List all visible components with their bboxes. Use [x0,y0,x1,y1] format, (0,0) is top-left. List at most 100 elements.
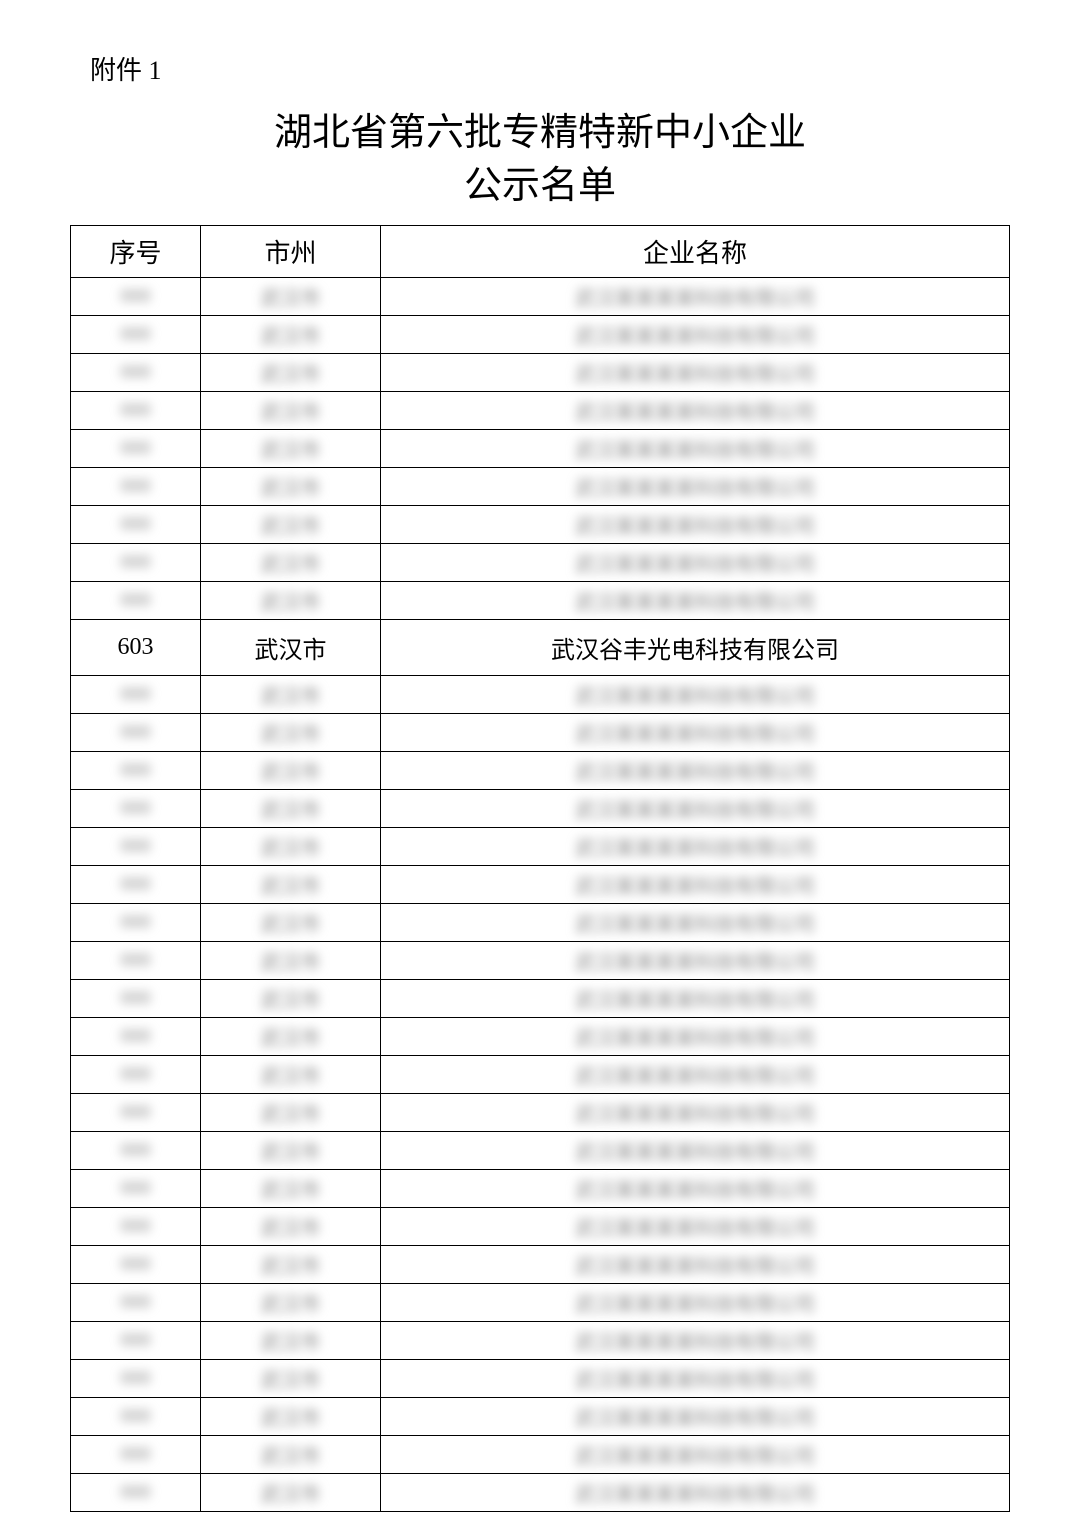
table-row-blurred: 000武汉市武汉某某某某科技有限公司 [71,430,1010,468]
table-row-blurred: 000武汉市武汉某某某某科技有限公司 [71,1056,1010,1094]
cell-city-blurred: 武汉市 [201,1246,381,1284]
cell-city-blurred: 武汉市 [201,1170,381,1208]
table-row-blurred: 000武汉市武汉某某某某科技有限公司 [71,468,1010,506]
cell-company-blurred: 武汉某某某某科技有限公司 [381,1208,1010,1246]
table-row-blurred: 000武汉市武汉某某某某科技有限公司 [71,1474,1010,1512]
table-row-blurred: 000武汉市武汉某某某某科技有限公司 [71,1018,1010,1056]
cell-index-blurred: 000 [71,676,201,714]
cell-index-blurred: 000 [71,1284,201,1322]
cell-company-blurred: 武汉某某某某科技有限公司 [381,866,1010,904]
cell-index-blurred: 000 [71,1322,201,1360]
table-row-blurred: 000武汉市武汉某某某某科技有限公司 [71,1360,1010,1398]
cell-index: 603 [71,620,201,676]
cell-company: 武汉谷丰光电科技有限公司 [381,620,1010,676]
table-row-blurred: 000武汉市武汉某某某某科技有限公司 [71,1436,1010,1474]
cell-index-blurred: 000 [71,544,201,582]
table-row-blurred: 000武汉市武汉某某某某科技有限公司 [71,1246,1010,1284]
table-row-blurred: 000武汉市武汉某某某某科技有限公司 [71,980,1010,1018]
table-row-highlight: 603武汉市武汉谷丰光电科技有限公司 [71,620,1010,676]
cell-index-blurred: 000 [71,752,201,790]
table-row-blurred: 000武汉市武汉某某某某科技有限公司 [71,1284,1010,1322]
table-row-blurred: 000武汉市武汉某某某某科技有限公司 [71,1170,1010,1208]
cell-company-blurred: 武汉某某某某科技有限公司 [381,544,1010,582]
table-row-blurred: 000武汉市武汉某某某某科技有限公司 [71,544,1010,582]
cell-index-blurred: 000 [71,1360,201,1398]
cell-index-blurred: 000 [71,1436,201,1474]
table-row-blurred: 000武汉市武汉某某某某科技有限公司 [71,1132,1010,1170]
cell-city-blurred: 武汉市 [201,1284,381,1322]
cell-company-blurred: 武汉某某某某科技有限公司 [381,1246,1010,1284]
cell-index-blurred: 000 [71,468,201,506]
cell-city-blurred: 武汉市 [201,1056,381,1094]
cell-index-blurred: 000 [71,1208,201,1246]
company-table: 序号 市州 企业名称 000武汉市武汉某某某某科技有限公司000武汉市武汉某某某… [70,225,1010,1512]
cell-index-blurred: 000 [71,942,201,980]
cell-city-blurred: 武汉市 [201,980,381,1018]
table-row-blurred: 000武汉市武汉某某某某科技有限公司 [71,278,1010,316]
cell-city-blurred: 武汉市 [201,1474,381,1512]
table-row-blurred: 000武汉市武汉某某某某科技有限公司 [71,866,1010,904]
cell-index-blurred: 000 [71,1056,201,1094]
cell-company-blurred: 武汉某某某某科技有限公司 [381,430,1010,468]
cell-index-blurred: 000 [71,354,201,392]
cell-city-blurred: 武汉市 [201,468,381,506]
title-line-1: 湖北省第六批专精特新中小企业 [274,112,806,154]
cell-company-blurred: 武汉某某某某科技有限公司 [381,1284,1010,1322]
cell-city-blurred: 武汉市 [201,430,381,468]
cell-city-blurred: 武汉市 [201,904,381,942]
cell-city-blurred: 武汉市 [201,354,381,392]
header-index: 序号 [71,226,201,278]
cell-city-blurred: 武汉市 [201,1360,381,1398]
cell-index-blurred: 000 [71,506,201,544]
title-line-2: 公示名单 [464,165,616,207]
cell-company-blurred: 武汉某某某某科技有限公司 [381,904,1010,942]
cell-company-blurred: 武汉某某某某科技有限公司 [381,392,1010,430]
cell-index-blurred: 000 [71,1170,201,1208]
cell-city-blurred: 武汉市 [201,1436,381,1474]
cell-company-blurred: 武汉某某某某科技有限公司 [381,468,1010,506]
table-row-blurred: 000武汉市武汉某某某某科技有限公司 [71,1094,1010,1132]
table-row-blurred: 000武汉市武汉某某某某科技有限公司 [71,392,1010,430]
header-company: 企业名称 [381,226,1010,278]
cell-city-blurred: 武汉市 [201,1094,381,1132]
table-row-blurred: 000武汉市武汉某某某某科技有限公司 [71,904,1010,942]
cell-index-blurred: 000 [71,278,201,316]
cell-index-blurred: 000 [71,1398,201,1436]
cell-index-blurred: 000 [71,1094,201,1132]
cell-index-blurred: 000 [71,714,201,752]
attachment-label: 附件 1 [90,50,1010,87]
table-row-blurred: 000武汉市武汉某某某某科技有限公司 [71,1398,1010,1436]
cell-company-blurred: 武汉某某某某科技有限公司 [381,354,1010,392]
cell-company-blurred: 武汉某某某某科技有限公司 [381,790,1010,828]
table-row-blurred: 000武汉市武汉某某某某科技有限公司 [71,790,1010,828]
cell-company-blurred: 武汉某某某某科技有限公司 [381,1436,1010,1474]
cell-city-blurred: 武汉市 [201,582,381,620]
cell-city-blurred: 武汉市 [201,1208,381,1246]
cell-city-blurred: 武汉市 [201,1322,381,1360]
cell-index-blurred: 000 [71,1474,201,1512]
cell-city-blurred: 武汉市 [201,828,381,866]
cell-index-blurred: 000 [71,1132,201,1170]
cell-index-blurred: 000 [71,392,201,430]
cell-city-blurred: 武汉市 [201,1398,381,1436]
cell-company-blurred: 武汉某某某某科技有限公司 [381,942,1010,980]
cell-index-blurred: 000 [71,904,201,942]
cell-company-blurred: 武汉某某某某科技有限公司 [381,1360,1010,1398]
cell-company-blurred: 武汉某某某某科技有限公司 [381,752,1010,790]
cell-city-blurred: 武汉市 [201,866,381,904]
cell-company-blurred: 武汉某某某某科技有限公司 [381,1056,1010,1094]
table-row-blurred: 000武汉市武汉某某某某科技有限公司 [71,582,1010,620]
table-row-blurred: 000武汉市武汉某某某某科技有限公司 [71,1208,1010,1246]
cell-company-blurred: 武汉某某某某科技有限公司 [381,582,1010,620]
table-row-blurred: 000武汉市武汉某某某某科技有限公司 [71,354,1010,392]
cell-company-blurred: 武汉某某某某科技有限公司 [381,316,1010,354]
cell-index-blurred: 000 [71,1018,201,1056]
cell-index-blurred: 000 [71,582,201,620]
cell-index-blurred: 000 [71,430,201,468]
cell-index-blurred: 000 [71,316,201,354]
cell-index-blurred: 000 [71,828,201,866]
table-row-blurred: 000武汉市武汉某某某某科技有限公司 [71,316,1010,354]
page-title: 湖北省第六批专精特新中小企业 公示名单 [70,107,1010,213]
cell-company-blurred: 武汉某某某某科技有限公司 [381,506,1010,544]
cell-city-blurred: 武汉市 [201,1132,381,1170]
